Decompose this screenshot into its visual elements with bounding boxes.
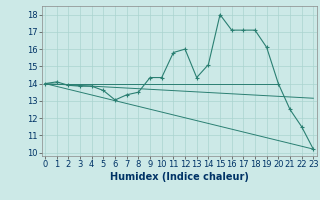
X-axis label: Humidex (Indice chaleur): Humidex (Indice chaleur) [110, 172, 249, 182]
